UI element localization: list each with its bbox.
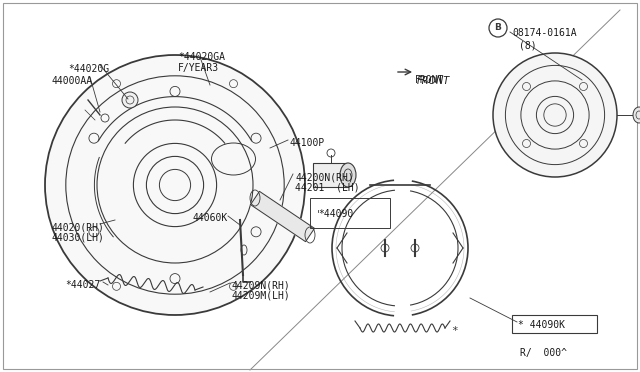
Text: FRONT: FRONT [415, 75, 444, 85]
Text: 44100P: 44100P [290, 138, 325, 148]
Text: 44200N(RH): 44200N(RH) [295, 172, 354, 182]
Text: 44060K: 44060K [193, 213, 228, 223]
Ellipse shape [122, 92, 138, 108]
Text: 44020(RH): 44020(RH) [52, 222, 105, 232]
Text: * 44090K: * 44090K [518, 320, 565, 330]
Text: (8): (8) [519, 40, 536, 50]
Text: 44209N(RH): 44209N(RH) [232, 280, 291, 290]
Text: F/YEAR3: F/YEAR3 [178, 63, 219, 73]
Text: 08174-0161A: 08174-0161A [512, 28, 577, 38]
Text: 44209M(LH): 44209M(LH) [232, 291, 291, 301]
Text: 44030(LH): 44030(LH) [52, 233, 105, 243]
Text: 44000AA: 44000AA [52, 76, 93, 86]
Text: *: * [452, 326, 458, 336]
Text: B: B [495, 23, 501, 32]
Text: *44020G: *44020G [68, 64, 109, 74]
Bar [512, 315, 597, 333]
Ellipse shape [45, 55, 305, 315]
Ellipse shape [493, 53, 617, 177]
Polygon shape [250, 191, 314, 242]
Ellipse shape [340, 163, 356, 187]
Text: *44090: *44090 [318, 209, 353, 219]
Text: *44020GA: *44020GA [178, 52, 225, 62]
Text: *44027: *44027 [65, 280, 100, 290]
Ellipse shape [633, 107, 640, 123]
Text: R/  000^: R/ 000^ [520, 348, 567, 358]
Bar [310, 198, 390, 228]
Text: 44201  (LH): 44201 (LH) [295, 183, 360, 193]
Bar [313, 163, 348, 187]
Text: FRONT: FRONT [417, 76, 451, 86]
